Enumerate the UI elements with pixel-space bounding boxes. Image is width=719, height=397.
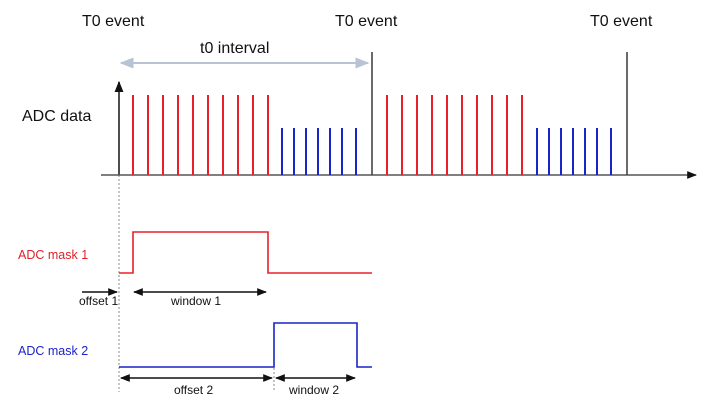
window-1-label: window 1 (170, 294, 221, 308)
t0-event-label-2: T0 event (335, 13, 398, 30)
adc-data-red-bars-group-1 (132, 95, 269, 175)
t0-event-label-1: T0 event (82, 13, 145, 30)
adc-data-blue-bars-group-2 (536, 128, 612, 175)
adc-mask-2-label: ADC mask 2 (18, 344, 88, 358)
adc-data-label: ADC data (22, 108, 91, 125)
adc-mask-1-label: ADC mask 1 (18, 248, 88, 262)
adc-mask-1-signal (119, 231, 372, 274)
adc-data-blue-bars-group-1 (281, 128, 357, 175)
offset-1-label: offset 1 (79, 294, 118, 308)
window-2-label: window 2 (288, 383, 339, 397)
t0-interval-label: t0 interval (200, 40, 269, 57)
offset-2-label: offset 2 (174, 383, 213, 397)
t0-event-label-3: T0 event (590, 13, 653, 30)
adc-data-red-bars-group-2 (386, 95, 523, 175)
adc-mask-2-signal (119, 322, 372, 368)
